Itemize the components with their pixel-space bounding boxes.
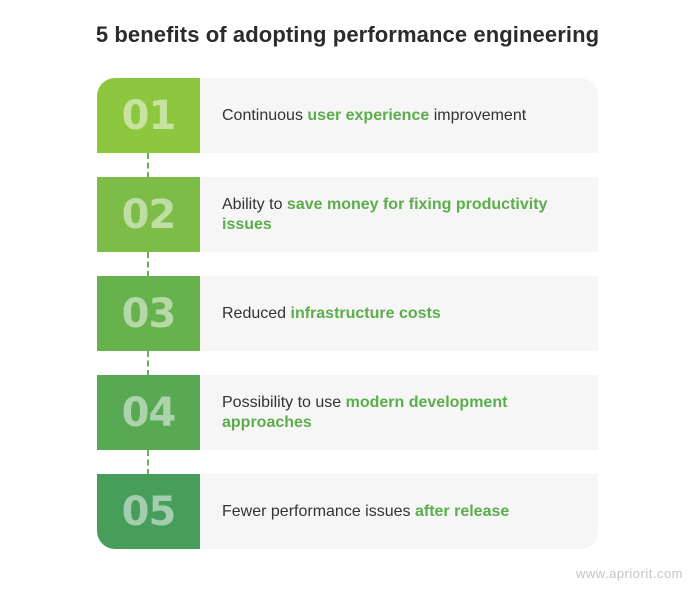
connector-line: [147, 450, 149, 475]
page-title: 5 benefits of adopting performance engin…: [95, 22, 600, 47]
benefit-text: Continuous user experience improvement: [222, 106, 527, 124]
number-badge: 04: [97, 375, 200, 450]
item-number: 04: [121, 389, 177, 436]
benefit-text-box: Fewer performance issues after release: [200, 474, 598, 549]
benefit-text: Ability to save money for fixing product…: [222, 195, 548, 233]
benefit-highlight: save money for fixing productivity issue…: [222, 195, 548, 233]
number-badge: 01: [97, 78, 200, 153]
benefit-item-01: 01 Continuous user experience improvemen…: [97, 78, 598, 153]
benefit-text: Fewer performance issues after release: [222, 502, 510, 520]
item-number: 02: [121, 191, 177, 238]
number-badge: 03: [97, 276, 200, 351]
benefit-item-02: 02 Ability to save money for fixing prod…: [97, 177, 598, 252]
number-badge: 02: [97, 177, 200, 252]
benefit-item-03: 03 Reduced infrastructure costs: [97, 276, 598, 351]
item-number: 03: [121, 290, 177, 337]
benefit-highlight: infrastructure costs: [290, 304, 441, 322]
benefit-text-box: Possibility to use modern development ap…: [200, 375, 598, 450]
item-number: 01: [121, 92, 177, 139]
item-number: 05: [121, 488, 177, 535]
benefit-highlight: user experience: [307, 106, 430, 124]
number-badge: 05: [97, 474, 200, 549]
benefit-highlight: modern development approaches: [222, 393, 508, 431]
benefit-item-04: 04 Possibility to use modern development…: [97, 375, 598, 450]
watermark: www.apriorit.com: [576, 566, 683, 581]
connector-line: [147, 252, 149, 277]
benefit-text-box: Continuous user experience improvement: [200, 78, 598, 153]
benefit-text-box: Ability to save money for fixing product…: [200, 177, 598, 252]
benefit-highlight: after release: [414, 502, 510, 520]
benefit-text: Possibility to use modern development ap…: [222, 393, 508, 431]
benefit-item-05: 05 Fewer performance issues after releas…: [97, 474, 598, 549]
benefit-text: Reduced infrastructure costs: [222, 304, 441, 322]
connector-line: [147, 351, 149, 376]
connector-line: [147, 153, 149, 178]
benefit-text-box: Reduced infrastructure costs: [200, 276, 598, 351]
